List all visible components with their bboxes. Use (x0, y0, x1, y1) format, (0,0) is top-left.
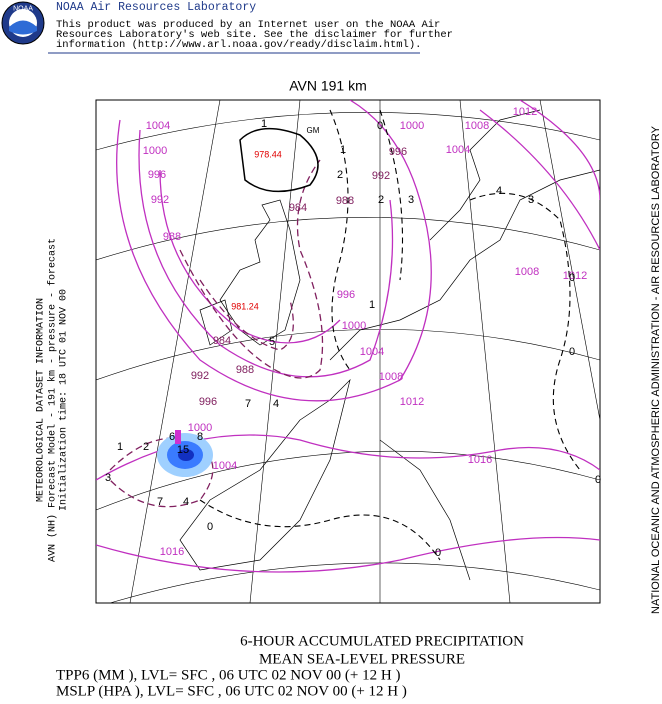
pressure-label: 1004 (213, 460, 237, 472)
map-title: AVN 191 km (289, 78, 367, 94)
precip-label: 15 (177, 444, 189, 456)
precip-label: 0 (569, 272, 575, 284)
pressure-label: 996 (148, 169, 166, 181)
min-label: 978.44 (254, 149, 282, 159)
info-line: METEOROLOGICAL DATASET INFORMATION (36, 298, 47, 502)
pressure-label: 1012 (563, 270, 587, 282)
trough-label: 992 (372, 170, 390, 182)
precip-label: 0 (595, 474, 601, 486)
pressure-label: 1016 (160, 546, 184, 558)
min-label: 981.24 (231, 301, 259, 311)
trough-line (109, 159, 324, 508)
trough-label: 984 (213, 335, 231, 347)
precip-label: 6 (169, 431, 175, 443)
trough-label: 996 (389, 146, 407, 158)
precip-label: 8 (197, 431, 203, 443)
precip-label: 0 (569, 346, 575, 358)
credit: NATIONAL OCEANIC AND ATMOSPHERIC ADMINIS… (650, 125, 662, 614)
pressure-label: 996 (337, 289, 355, 301)
precip-label: 3 (105, 472, 111, 484)
precip-label: 7 (245, 398, 251, 410)
header-line: Resources Laboratory's web site. See the… (56, 29, 453, 41)
pressure-label: 1008 (379, 371, 403, 383)
precip-label: 3 (528, 194, 534, 206)
footer-line: TPP6 (MM ), LVL= SFC , 06 UTC 02 NOV 00 … (56, 667, 400, 683)
graticule (96, 100, 600, 603)
pressure-label: 1012 (400, 396, 424, 408)
pressure-label: 1000 (143, 145, 167, 157)
trough-label: 988 (236, 364, 254, 376)
precip-label: 7 (157, 496, 163, 508)
precip-label: 2 (378, 194, 384, 206)
precip-label: 4 (273, 398, 279, 410)
low-center (239, 127, 319, 193)
logo-text: NOAA (13, 5, 33, 12)
map-frame (95, 99, 601, 604)
footer-line: MEAN SEA-LEVEL PRESSURE (259, 651, 465, 667)
footer-line: 6-HOUR ACCUMULATED PRECIPITATION (240, 633, 524, 649)
footer-line: MSLP (HPA ), LVL= SFC , 06 UTC 02 NOV 00… (56, 683, 407, 699)
pressure-label: 1000 (400, 120, 424, 132)
trough-label: 988 (336, 195, 354, 207)
pressure-label: 1000 (188, 422, 212, 434)
precip-label: 0 (207, 521, 213, 533)
pressure-label: 1004 (360, 346, 384, 358)
precip-label: 1 (261, 118, 267, 130)
pressure-label: 1004 (146, 120, 170, 132)
info-line: AVN (NH) Forecast Model - 191 km - press… (47, 238, 59, 562)
precip-label: 5 (269, 336, 275, 348)
precip-label: 1 (340, 144, 346, 156)
precip-label: 4 (496, 185, 502, 197)
header-line: This product was produced by an Internet… (56, 19, 440, 31)
noaa-logo: NOAA (1, 1, 45, 45)
pressure-label: 988 (163, 231, 181, 243)
pressure-label: 1008 (515, 266, 539, 278)
pressure-label: 1004 (446, 144, 470, 156)
precip-contour (199, 109, 581, 561)
precip-label: 1 (369, 299, 375, 311)
info-line: Initialization time: 18 UTC 01 NOV 00 (58, 289, 70, 511)
precip-label: 0 (377, 120, 383, 132)
header-title: NOAA Air Resources Laboratory (56, 1, 256, 14)
precip-label: GM (307, 126, 320, 135)
trough-label: 996 (199, 396, 217, 408)
trough-label: 992 (191, 370, 209, 382)
isobar (96, 100, 600, 573)
trough-label: 984 (289, 202, 307, 214)
precip-label: 2 (143, 441, 149, 453)
precip-blob (157, 430, 213, 477)
pressure-label: 1000 (342, 320, 366, 332)
pressure-label: 1008 (465, 120, 489, 132)
precip-label: 2 (337, 169, 343, 181)
precip-label: 0 (435, 547, 441, 559)
pressure-label: 1012 (513, 106, 537, 118)
pressure-label: 992 (151, 194, 169, 206)
precip-label: 4 (183, 496, 189, 508)
precip-label: 1 (117, 441, 123, 453)
precip-label: 3 (408, 194, 414, 206)
header-line: information (http://www.arl.noaa.gov/rea… (56, 39, 421, 51)
pressure-label: 1016 (468, 454, 492, 466)
